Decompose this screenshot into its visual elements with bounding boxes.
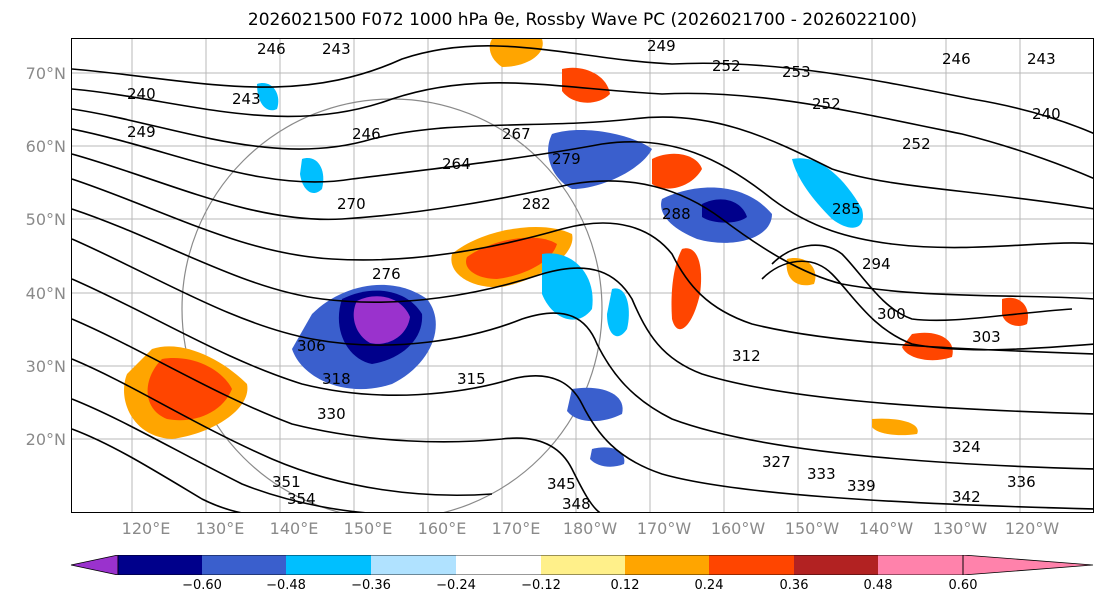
colorbar-tick: −0.12 (521, 578, 561, 593)
contour-label: 246 (942, 50, 971, 68)
colorbar-tick: 0.24 (694, 578, 724, 593)
contour-label: 306 (297, 337, 326, 355)
lon-label-160w: 160°W (710, 519, 766, 538)
map-panel: 246 243 249 252 253 246 243 240 249 243 … (71, 38, 1094, 513)
contour-label: 243 (322, 40, 351, 58)
contour-label: 267 (502, 125, 531, 143)
lon-label-120e: 120°E (121, 519, 171, 538)
contour-label: 252 (712, 57, 741, 75)
lon-label-140e: 140°E (269, 519, 319, 538)
colorbar-swatch (794, 555, 878, 575)
contour-label: 330 (317, 405, 346, 423)
contour-label: 249 (647, 39, 676, 55)
lon-label-130w: 130°W (932, 519, 988, 538)
lon-label-170w: 170°W (636, 519, 692, 538)
contour-label: 240 (1032, 105, 1061, 123)
lon-label-180w: 180°W (562, 519, 618, 538)
colorbar (70, 555, 1094, 575)
contour-label: 276 (372, 265, 401, 283)
contour-label: 240 (127, 85, 156, 103)
colorbar-swatch (118, 555, 202, 575)
contour-label: 252 (812, 95, 841, 113)
contour-label: 279 (552, 150, 581, 168)
colorbar-tick: −0.48 (266, 578, 306, 593)
colorbar-tick: −0.24 (436, 578, 476, 593)
contour-label: 300 (877, 305, 906, 323)
lat-label-30: 30°N (25, 357, 66, 376)
lon-label-120w: 120°W (1004, 519, 1060, 538)
lon-label-140w: 140°W (858, 519, 914, 538)
contour-label: 327 (762, 453, 791, 471)
lon-label-170e: 170°E (491, 519, 541, 538)
colorbar-extend-right (962, 555, 1094, 575)
contour-label: 246 (352, 125, 381, 143)
lon-label-160e: 160°E (417, 519, 467, 538)
colorbar-tick: 0.12 (610, 578, 640, 593)
colorbar-extend-left (70, 555, 119, 575)
anomaly-shading (124, 39, 1028, 467)
colorbar-tick: 0.48 (863, 578, 893, 593)
colorbar-swatch (286, 555, 371, 575)
contour-label: 243 (1027, 50, 1056, 68)
contour-label: 270 (337, 195, 366, 213)
contour-label: 294 (862, 255, 891, 273)
colorbar-swatch (878, 555, 963, 575)
contour-label: 288 (662, 205, 691, 223)
chart-title: 2026021500 F072 1000 hPa θe, Rossby Wave… (247, 10, 918, 30)
contour-label: 312 (732, 347, 761, 365)
contour-label: 264 (442, 155, 471, 173)
contour-label: 354 (287, 490, 316, 508)
contour-label: 285 (832, 200, 861, 218)
colorbar-swatch (371, 555, 456, 575)
contour-label: 324 (952, 438, 981, 456)
colorbar-tick: 0.36 (779, 578, 809, 593)
contour-label: 243 (232, 90, 261, 108)
colorbar-swatch (456, 555, 541, 575)
contour-label: 318 (322, 370, 351, 388)
contour-label: 351 (272, 473, 301, 491)
lat-label-70: 70°N (25, 64, 66, 83)
theta-e-contours (72, 45, 1093, 512)
colorbar-tick: −0.60 (182, 578, 222, 593)
lat-label-60: 60°N (25, 137, 66, 156)
contour-label: 345 (547, 475, 576, 493)
contour-label: 253 (782, 63, 811, 81)
lat-label-40: 40°N (25, 284, 66, 303)
lon-label-150w: 150°W (784, 519, 840, 538)
colorbar-swatch (625, 555, 709, 575)
contour-label: 303 (972, 328, 1001, 346)
colorbar-tick: 0.60 (948, 578, 978, 593)
colorbar-swatch (541, 555, 625, 575)
lat-label-20: 20°N (25, 430, 66, 449)
contour-label: 342 (952, 488, 981, 506)
contour-labels: 246 243 249 252 253 246 243 240 249 243 … (127, 39, 1061, 513)
lon-label-130e: 130°E (195, 519, 245, 538)
contour-label: 339 (847, 477, 876, 495)
contour-label: 348 (562, 495, 591, 513)
contour-label: 249 (127, 123, 156, 141)
lat-label-50: 50°N (25, 210, 66, 229)
map-canvas: 246 243 249 252 253 246 243 240 249 243 … (72, 39, 1093, 513)
contour-label: 246 (257, 40, 286, 58)
contour-label: 315 (457, 370, 486, 388)
colorbar-swatch (202, 555, 286, 575)
contour-label: 333 (807, 465, 836, 483)
contour-label: 252 (902, 135, 931, 153)
colorbar-swatch (709, 555, 794, 575)
contour-label: 336 (1007, 473, 1036, 491)
lon-label-150e: 150°E (343, 519, 393, 538)
colorbar-tick: −0.36 (351, 578, 391, 593)
contour-label: 282 (522, 195, 551, 213)
